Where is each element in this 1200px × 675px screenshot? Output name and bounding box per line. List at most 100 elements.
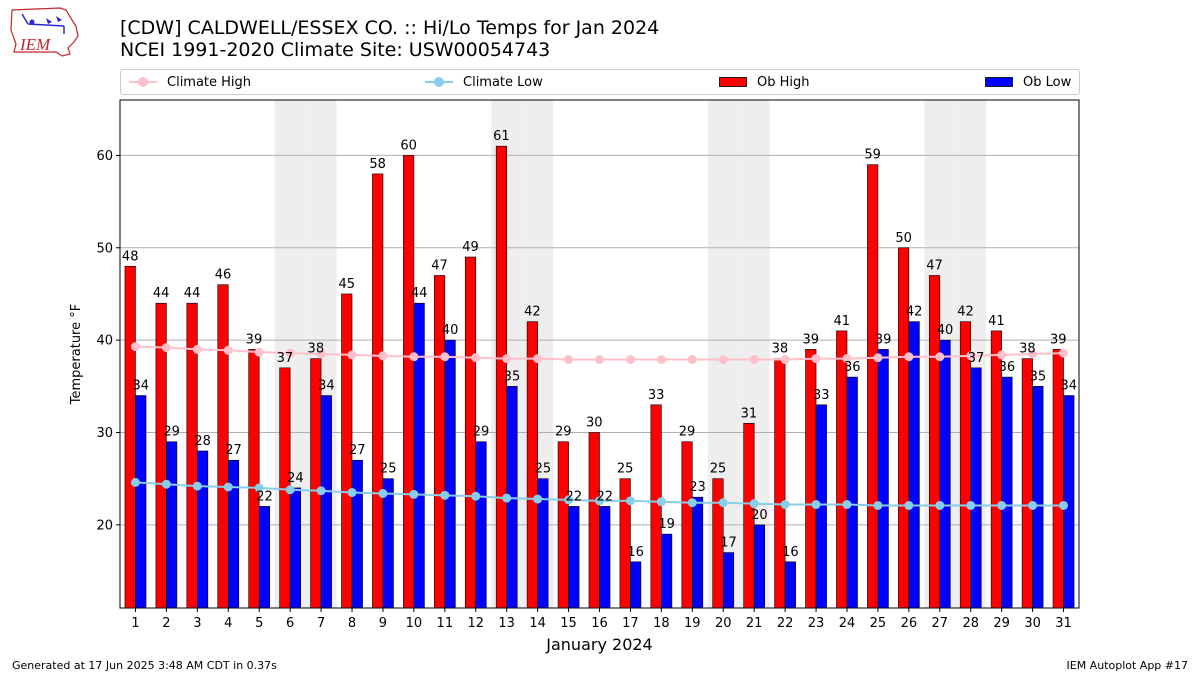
label-ob-high-day-6: 37: [277, 351, 294, 366]
bar-ob-high-day-26: [898, 247, 910, 609]
x-tick-label-1: 1: [131, 616, 139, 631]
x-tick-label-29: 29: [993, 616, 1010, 631]
label-ob-low-day-24: 36: [844, 360, 861, 375]
label-ob-low-day-6: 24: [287, 471, 304, 486]
legend-ob-high-swatch: [719, 77, 747, 87]
x-tick-label-15: 15: [560, 616, 577, 631]
climate-low-point-day-1: [130, 477, 140, 487]
bar-ob-low-day-11: [444, 339, 456, 609]
bar-ob-low-day-16: [599, 506, 611, 609]
bar-ob-high-day-22: [774, 358, 786, 609]
bar-ob-high-day-10: [403, 155, 415, 609]
bar-ob-high-day-18: [650, 404, 662, 609]
bar-ob-high-day-7: [310, 358, 322, 609]
legend-climate-low-label: Climate Low: [463, 74, 543, 90]
climate-high-point-day-8: [347, 350, 357, 360]
climate-low-point-day-7: [316, 486, 326, 496]
bar-ob-high-day-25: [867, 164, 879, 609]
climate-high-point-day-6: [285, 348, 295, 358]
iem-logo-graphic: IEM: [10, 7, 79, 57]
bar-ob-low-day-4: [227, 459, 240, 609]
climate-low-point-day-11: [440, 490, 450, 500]
bar-ob-low-day-9: [382, 478, 394, 609]
climate-low-point-day-16: [595, 496, 604, 506]
x-tick-label-21: 21: [746, 616, 763, 631]
bar-ob-low-day-28: [970, 367, 982, 609]
bar-ob-low-day-26: [908, 321, 920, 609]
label-ob-low-day-30: 35: [1030, 369, 1047, 384]
climate-high-point-day-22: [780, 355, 790, 365]
bar-ob-high-day-15: [557, 441, 569, 609]
climate-high-point-day-19: [687, 355, 697, 365]
x-tick-label-18: 18: [653, 616, 670, 631]
label-ob-high-day-1: 48: [122, 249, 139, 264]
climate-high-point-day-14: [533, 354, 543, 364]
label-ob-high-day-17: 25: [617, 462, 634, 477]
climate-low-point-day-24: [842, 500, 852, 510]
x-tick-label-16: 16: [591, 616, 608, 631]
climate-low-point-day-5: [254, 483, 264, 493]
label-ob-high-day-27: 47: [926, 258, 943, 273]
label-ob-low-day-3: 28: [194, 434, 211, 449]
climate-low-point-day-17: [625, 496, 635, 506]
x-tick-label-19: 19: [684, 616, 701, 631]
label-ob-high-day-22: 38: [772, 342, 789, 357]
legend-climate-low-marker: [425, 77, 453, 87]
label-ob-low-day-31: 34: [1061, 379, 1078, 394]
climate-high-point-day-26: [904, 352, 914, 362]
bar-ob-low-day-7: [320, 395, 332, 609]
label-ob-high-day-28: 42: [957, 305, 974, 320]
bar-ob-low-day-18: [661, 533, 673, 609]
climate-low-point-day-26: [904, 500, 914, 510]
bar-ob-low-day-6: [289, 487, 301, 609]
x-tick-label-14: 14: [529, 616, 546, 631]
bar-ob-low-day-29: [1001, 376, 1013, 609]
climate-low-point-day-19: [687, 498, 697, 508]
y-tick-label-20: 20: [96, 518, 113, 533]
climate-high-point-day-2: [161, 343, 171, 353]
label-ob-high-day-15: 29: [555, 425, 572, 440]
label-ob-high-day-9: 58: [369, 157, 386, 172]
bar-ob-low-day-10: [413, 302, 425, 609]
x-tick-label-6: 6: [286, 616, 294, 631]
label-ob-low-day-13: 35: [504, 369, 521, 384]
bar-ob-low-day-12: [475, 441, 487, 609]
label-ob-high-day-21: 31: [741, 406, 758, 421]
climate-high-point-day-16: [595, 355, 604, 365]
label-ob-low-day-29: 36: [999, 360, 1016, 375]
x-tick-label-28: 28: [962, 616, 979, 631]
x-tick-label-22: 22: [777, 616, 794, 631]
label-ob-low-day-5: 22: [256, 489, 273, 504]
label-ob-high-day-7: 38: [308, 342, 325, 357]
label-ob-low-day-22: 16: [782, 545, 799, 560]
legend-ob-high: Ob High: [719, 70, 810, 94]
label-ob-high-day-18: 33: [648, 388, 665, 403]
label-ob-low-day-20: 17: [720, 536, 737, 551]
label-ob-low-day-10: 44: [411, 286, 428, 301]
climate-high-point-day-7: [316, 349, 326, 359]
x-tick-label-17: 17: [622, 616, 639, 631]
climate-low-point-day-29: [997, 500, 1007, 510]
legend-ob-low-label: Ob Low: [1023, 74, 1072, 90]
climate-low-point-day-31: [1059, 500, 1069, 510]
climate-low-point-day-18: [656, 497, 666, 507]
footer-app-id: IEM Autoplot App #17: [1066, 659, 1189, 672]
x-tick-label-9: 9: [379, 616, 387, 631]
climate-high-point-day-31: [1059, 348, 1069, 358]
climate-low-point-day-14: [533, 494, 543, 504]
bar-ob-high-day-19: [681, 441, 693, 609]
label-ob-high-day-8: 45: [338, 277, 355, 292]
label-ob-high-day-11: 47: [431, 258, 448, 273]
label-ob-low-day-16: 22: [596, 489, 613, 504]
bar-ob-low-day-5: [258, 506, 271, 609]
label-ob-high-day-24: 41: [833, 314, 850, 329]
bar-ob-low-day-24: [846, 376, 858, 609]
label-ob-high-day-19: 29: [679, 425, 696, 440]
label-ob-high-day-14: 42: [524, 305, 541, 320]
climate-low-point-day-20: [718, 498, 728, 508]
climate-low-point-day-3: [192, 481, 202, 491]
bar-ob-low-day-25: [877, 349, 889, 609]
bar-ob-low-day-30: [1032, 386, 1044, 609]
label-ob-low-day-19: 23: [689, 480, 706, 495]
